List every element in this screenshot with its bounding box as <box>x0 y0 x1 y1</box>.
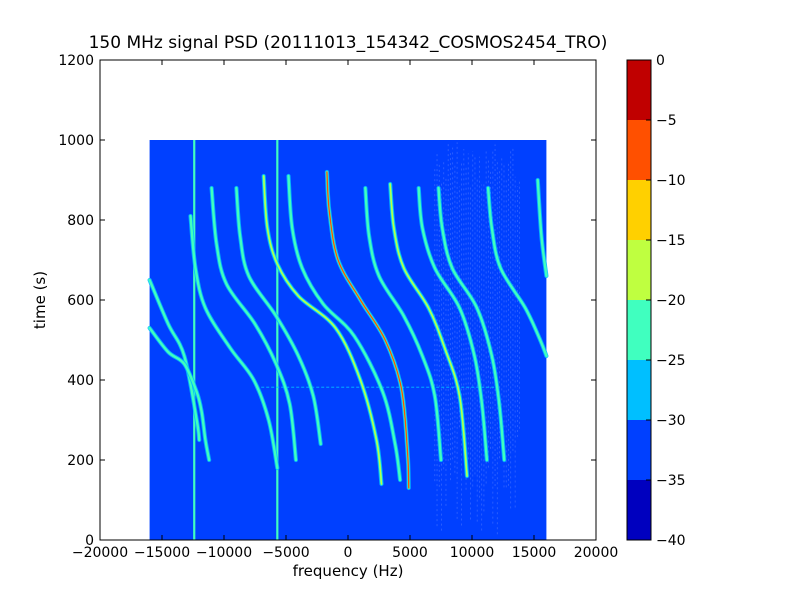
colorbar-tick-label: −30 <box>656 413 686 429</box>
x-tick-label: 20000 <box>574 545 619 561</box>
spectrogram-background <box>149 140 547 540</box>
doppler-trace <box>486 185 549 359</box>
y-tick-label: 200 <box>67 453 94 469</box>
colorbar-segment <box>627 240 651 300</box>
colorbar-segment <box>627 360 651 420</box>
doppler-trace <box>286 173 403 483</box>
colorbar-segment <box>627 60 651 120</box>
y-tick-label: 600 <box>67 293 94 309</box>
x-axis-label: frequency (Hz) <box>293 562 404 580</box>
x-tick-label: −10000 <box>196 545 252 561</box>
x-tick-label: 0 <box>344 545 353 561</box>
y-tick-label: 800 <box>67 213 94 229</box>
colorbar-tick-label: −35 <box>656 473 686 489</box>
y-tick-label: 1200 <box>58 53 94 69</box>
doppler-trace <box>147 325 212 463</box>
colorbar-segment <box>627 180 651 240</box>
y-tick-label: 0 <box>85 533 94 549</box>
colorbar-tick-label: −5 <box>656 113 677 129</box>
colorbar-tick-label: −15 <box>656 233 686 249</box>
doppler-trace <box>261 173 384 487</box>
colorbar-segment <box>627 420 651 480</box>
colorbar: −40 −35 −30 −25 −20 −15 −10 −5 0 <box>626 53 686 549</box>
doppler-trace <box>363 185 444 463</box>
colorbar-tick-label: −10 <box>656 173 686 189</box>
doppler-trace <box>388 181 470 479</box>
colorbar-tick-label: −25 <box>656 353 686 369</box>
doppler-trace <box>416 185 489 463</box>
chart-title: 150 MHz signal PSD (20111013_154342_COSM… <box>89 33 608 53</box>
x-tick-label: 10000 <box>450 545 495 561</box>
doppler-trace <box>234 185 323 447</box>
y-axis: 0 200 400 600 800 1000 1200 <box>58 53 596 549</box>
spectrogram <box>147 140 549 540</box>
doppler-trace <box>188 213 280 471</box>
y-tick-label: 1000 <box>58 133 94 149</box>
x-tick-label: −15000 <box>134 545 190 561</box>
doppler-trace <box>147 277 202 443</box>
x-tick-label: 15000 <box>512 545 557 561</box>
colorbar-tick-label: −40 <box>656 533 686 549</box>
colorbar-segment <box>627 300 651 360</box>
colorbar-tick-label: −20 <box>656 293 686 309</box>
x-tick-label: −5000 <box>262 545 309 561</box>
doppler-trace <box>209 185 299 463</box>
doppler-trace <box>535 177 549 279</box>
doppler-trace <box>436 185 507 463</box>
colorbar-tick-label: 0 <box>656 53 665 69</box>
doppler-trace <box>324 169 411 491</box>
colorbar-segment <box>627 120 651 180</box>
y-axis-label: time (s) <box>31 271 49 329</box>
x-axis: −20000 −15000 −10000 −5000 0 5000 10000 15000 20… <box>72 60 618 561</box>
x-tick-label: −20000 <box>72 545 128 561</box>
y-tick-label: 400 <box>67 373 94 389</box>
colorbar-segment <box>627 480 651 540</box>
x-tick-label: 5000 <box>392 545 428 561</box>
